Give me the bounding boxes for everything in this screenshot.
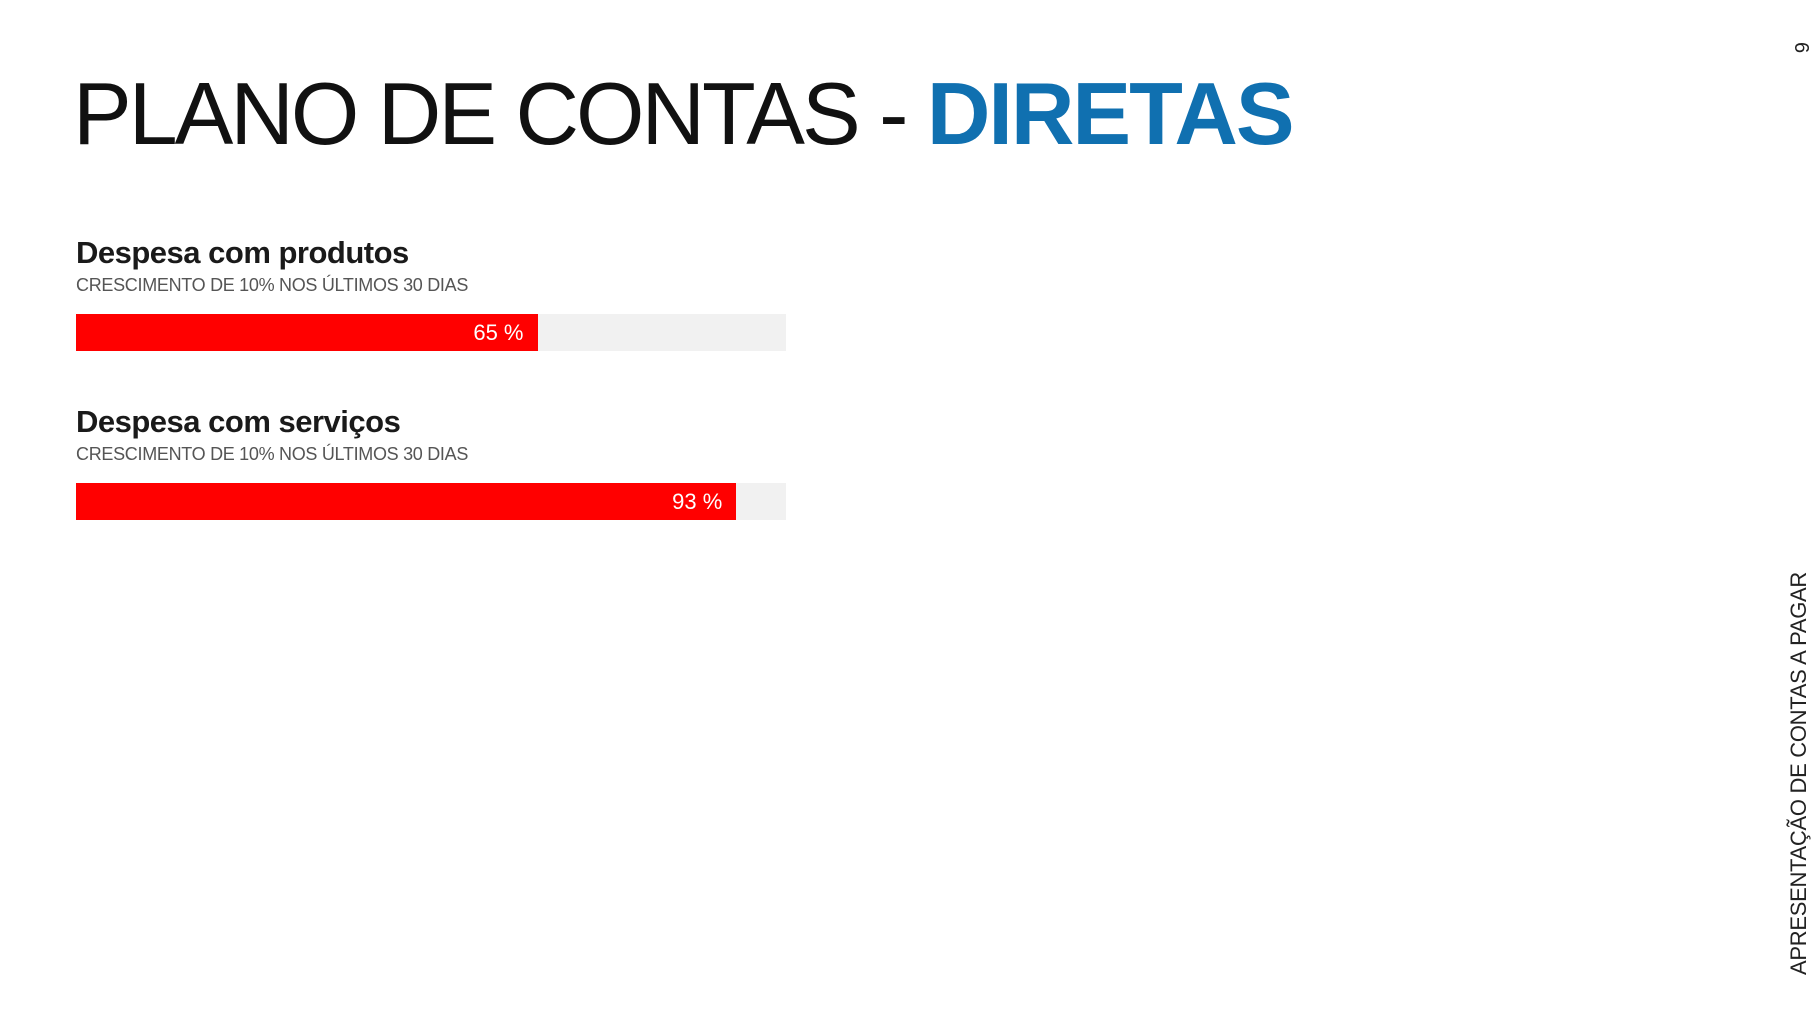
page-number: 6 bbox=[1790, 42, 1812, 54]
progress-fill: 93 % bbox=[76, 483, 737, 520]
progress-fill: 65 % bbox=[76, 314, 538, 351]
item-heading: Despesa com produtos bbox=[76, 235, 409, 270]
side-title: APRESENTAÇÃO DE CONTAS A PAGAR bbox=[1786, 572, 1811, 975]
title-main: PLANO DE CONTAS - bbox=[73, 64, 927, 163]
item-subtitle: CRESCIMENTO DE 10% NOS ÚLTIMOS 30 DIAS bbox=[76, 275, 469, 295]
progress-label: 93 % bbox=[672, 489, 723, 514]
item-heading: Despesa com serviços bbox=[76, 404, 401, 439]
title-accent: DIRETAS bbox=[926, 64, 1295, 163]
page-title: PLANO DE CONTAS - DIRETAS bbox=[73, 64, 1295, 163]
progress-track: 93 % bbox=[76, 483, 786, 520]
item-subtitle: CRESCIMENTO DE 10% NOS ÚLTIMOS 30 DIAS bbox=[76, 444, 469, 464]
progress-item-servicos: Despesa com serviços CRESCIMENTO DE 10% … bbox=[76, 403, 786, 520]
progress-track: 65 % bbox=[76, 314, 786, 351]
progress-label: 65 % bbox=[473, 320, 524, 345]
progress-item-produtos: Despesa com produtos CRESCIMENTO DE 10% … bbox=[76, 234, 786, 351]
